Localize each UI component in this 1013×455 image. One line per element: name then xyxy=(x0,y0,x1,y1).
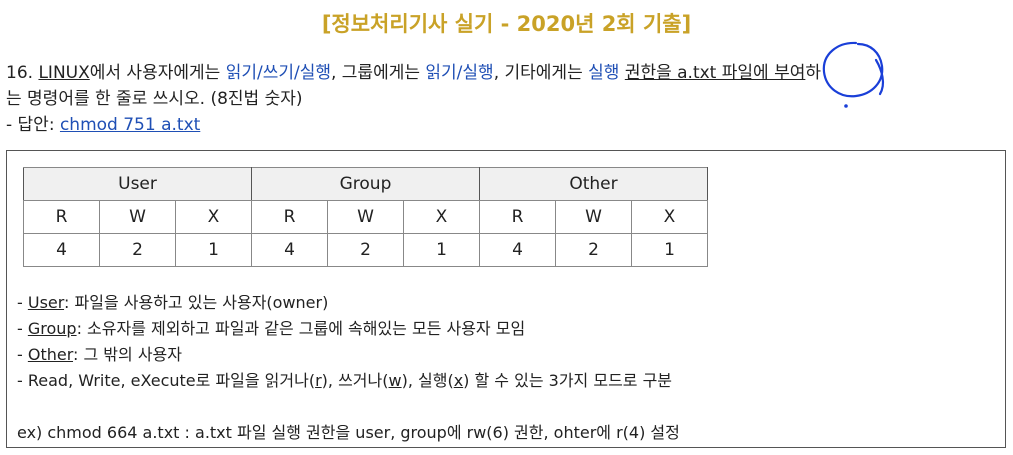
user-permission: 읽기/쓰기/실행 xyxy=(225,63,331,83)
cell-letter: W xyxy=(327,200,404,234)
table-row-letters: R W X R W X R W X xyxy=(23,200,708,234)
question-text-2: , 그룹에게는 xyxy=(330,63,426,83)
other-permission: 실행 xyxy=(588,63,620,83)
note-other-term: Other xyxy=(27,345,74,364)
note-rwx-text-d: ) 할 수 있는 3가지 모드로 구분 xyxy=(463,371,673,390)
question-text-1: 에서 사용자에게는 xyxy=(89,63,226,83)
note-group-desc: : 소유자를 제외하고 파일과 같은 그룹에 속해있는 모든 사용자 모임 xyxy=(76,319,526,338)
cell-value: 1 xyxy=(403,233,480,267)
note-user-term: User xyxy=(27,293,65,312)
cell-value: 4 xyxy=(23,233,100,267)
cell-letter: X xyxy=(175,200,252,234)
cell-value: 1 xyxy=(631,233,708,267)
header-user: User xyxy=(23,167,252,201)
note-user-desc: : 파일을 사용하고 있는 사용자(owner) xyxy=(64,293,329,312)
cell-letter: W xyxy=(555,200,632,234)
answer-link[interactable]: chmod 751 a.txt xyxy=(59,115,201,135)
cell-value: 2 xyxy=(555,233,632,267)
cell-value: 1 xyxy=(175,233,252,267)
pen-circle-annotation xyxy=(822,41,885,108)
cell-letter: X xyxy=(403,200,480,234)
note-dash: - xyxy=(17,319,28,338)
question-line-2: 는 명령어를 한 줄로 쓰시오. (8진법 숫자) xyxy=(6,89,303,109)
permission-table: User Group Other R W X R W X R W X 4 2 1… xyxy=(23,167,708,267)
question-text-5: 하 xyxy=(805,63,821,83)
cell-letter: X xyxy=(631,200,708,234)
question-number: 16. xyxy=(6,63,34,83)
explanation-box: User Group Other R W X R W X R W X 4 2 1… xyxy=(6,150,1006,448)
note-rwx-w: w xyxy=(388,371,402,390)
note-group-term: Group xyxy=(27,319,77,338)
underlined-phrase: 권한을 a.txt 파일에 부여 xyxy=(624,63,806,83)
note-dash: - xyxy=(17,293,28,312)
answer-line: - 답안: chmod 751 a.txt xyxy=(6,110,200,135)
cell-letter: R xyxy=(251,200,328,234)
cell-letter: R xyxy=(479,200,556,234)
header-other: Other xyxy=(479,167,708,201)
note-example: ex) chmod 664 a.txt : a.txt 파일 실행 권한을 us… xyxy=(17,423,680,442)
note-rwx-text-a: - Read, Write, eXecute로 파일을 읽거나( xyxy=(17,371,316,390)
answer-prefix: - 답안: xyxy=(6,115,60,135)
cell-value: 4 xyxy=(479,233,556,267)
note-group: - Group: 소유자를 제외하고 파일과 같은 그룹에 속해있는 모든 사용… xyxy=(17,315,525,339)
note-other-desc: : 그 밖의 사용자 xyxy=(73,345,182,364)
table-header-row: User Group Other xyxy=(23,167,708,201)
note-user: - User: 파일을 사용하고 있는 사용자(owner) xyxy=(17,289,328,313)
note-rwx-x: x xyxy=(453,371,464,390)
cell-value: 4 xyxy=(251,233,328,267)
note-rwx-r: r xyxy=(315,371,322,390)
note-rwx: - Read, Write, eXecute로 파일을 읽거나(r), 쓰거나(… xyxy=(17,367,672,391)
table-row-values: 4 2 1 4 2 1 4 2 1 xyxy=(23,233,708,267)
linux-term: LINUX xyxy=(38,63,90,83)
question-text-3: , 기타에게는 xyxy=(493,63,589,83)
group-permission: 읽기/실행 xyxy=(425,63,494,83)
note-dash: - xyxy=(17,345,28,364)
cell-letter: R xyxy=(23,200,100,234)
question-line-1: 16. LINUX에서 사용자에게는 읽기/쓰기/실행, 그룹에게는 읽기/실행… xyxy=(6,58,821,83)
cell-value: 2 xyxy=(327,233,404,267)
cell-letter: W xyxy=(99,200,176,234)
header-group: Group xyxy=(251,167,480,201)
note-rwx-text-c: ), 실행( xyxy=(401,371,454,390)
note-rwx-text-b: ), 쓰거나( xyxy=(321,371,389,390)
page-title: [정보처리기사 실기 - 2020년 2회 기출] xyxy=(321,12,692,36)
cell-value: 2 xyxy=(99,233,176,267)
note-other: - Other: 그 밖의 사용자 xyxy=(17,341,182,365)
